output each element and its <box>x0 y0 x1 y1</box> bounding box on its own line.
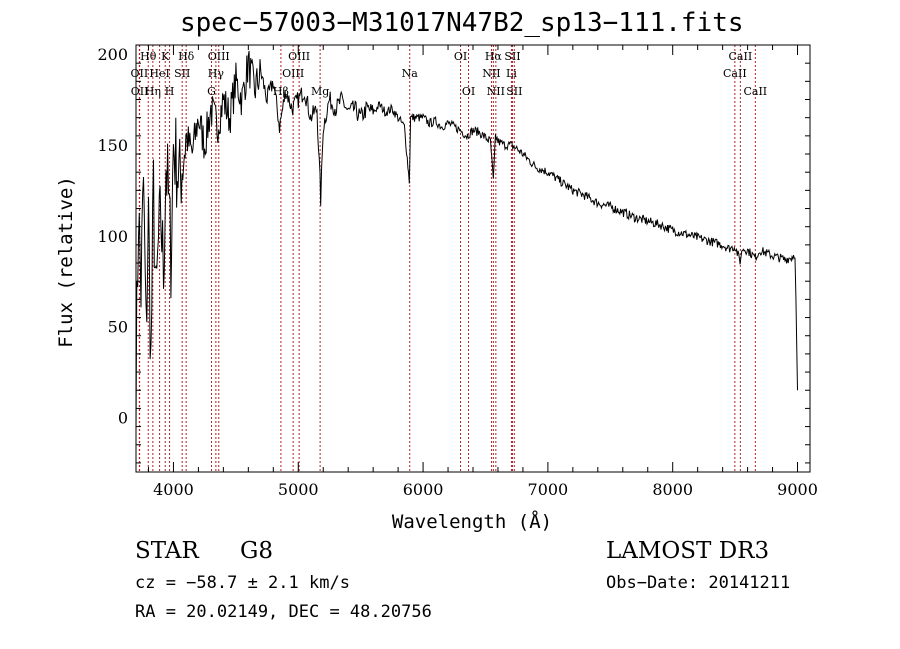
line-label: CaII <box>723 67 747 80</box>
y-tick-label: 150 <box>97 136 128 155</box>
line-label: NII <box>482 67 500 80</box>
plot-frame <box>135 44 811 473</box>
x-tick-label: 4000 <box>153 480 194 499</box>
x-tick-label: 5000 <box>278 480 319 499</box>
y-tick-label: 0 <box>118 408 128 427</box>
obs-date: Obs−Date: 20141211 <box>606 573 791 593</box>
y-tick-label: 50 <box>108 318 128 337</box>
x-axis: 4000 5000 6000 7000 8000 9000 <box>147 45 818 499</box>
y-axis-label: Flux (relative) <box>55 176 77 348</box>
line-label: SII <box>174 67 190 80</box>
y-tick-label: 100 <box>97 227 128 246</box>
line-label: OII <box>131 85 149 98</box>
line-label: G <box>207 85 216 98</box>
line-label: Na <box>402 67 419 80</box>
line-label: K <box>161 50 170 63</box>
line-label: Mg <box>311 85 329 98</box>
y-tick-label: 200 <box>97 45 128 64</box>
object-subclass: G8 <box>240 538 274 564</box>
line-label: Hθ <box>140 50 157 63</box>
x-tick-label: 9000 <box>777 480 818 499</box>
line-label: Hβ <box>273 85 289 98</box>
line-label: OI <box>454 50 467 63</box>
line-label: OI <box>462 85 475 98</box>
line-label: Li <box>506 67 517 80</box>
emission-lines-layer <box>138 45 756 472</box>
line-label: Hη <box>145 85 161 98</box>
redshift-readout: cz = −58.7 ± 2.1 km/s <box>135 573 350 593</box>
line-label: OIII <box>208 50 230 63</box>
line-label: SII <box>504 50 520 63</box>
coordinates: RA = 20.02149, DEC = 48.20756 <box>135 602 432 622</box>
line-label: CaII <box>729 50 753 63</box>
y-axis: 0 50 100 150 200 <box>97 45 810 464</box>
survey-name: LAMOST DR3 <box>606 538 770 564</box>
object-class: STAR <box>135 538 199 564</box>
x-tick-label: 7000 <box>528 480 569 499</box>
x-tick-label: 6000 <box>403 480 444 499</box>
line-label: HeI <box>149 67 169 80</box>
spectrum-series <box>135 50 798 432</box>
line-label: Hδ <box>178 50 195 63</box>
line-label: H <box>165 85 175 98</box>
line-label: OII <box>131 67 149 80</box>
line-label: NII <box>487 85 505 98</box>
spectrum-layer <box>135 50 798 432</box>
line-label: OIII <box>288 50 310 63</box>
line-label: Hα <box>485 50 503 63</box>
line-label: SII <box>506 85 522 98</box>
line-label: Hγ <box>208 67 225 80</box>
chart-title: spec−57003−M31017N47B2_sp13−111.fits <box>180 8 744 38</box>
line-label: CaII <box>743 85 767 98</box>
line-labels-layer: Hθ OII OII K Hη HeI H SII Hδ G OIII Hγ Hβ OIII OIII Mg N… <box>131 50 768 98</box>
x-tick-label: 8000 <box>652 480 693 499</box>
x-axis-label: Wavelength (Å) <box>392 510 552 533</box>
line-label: OIII <box>282 67 304 80</box>
